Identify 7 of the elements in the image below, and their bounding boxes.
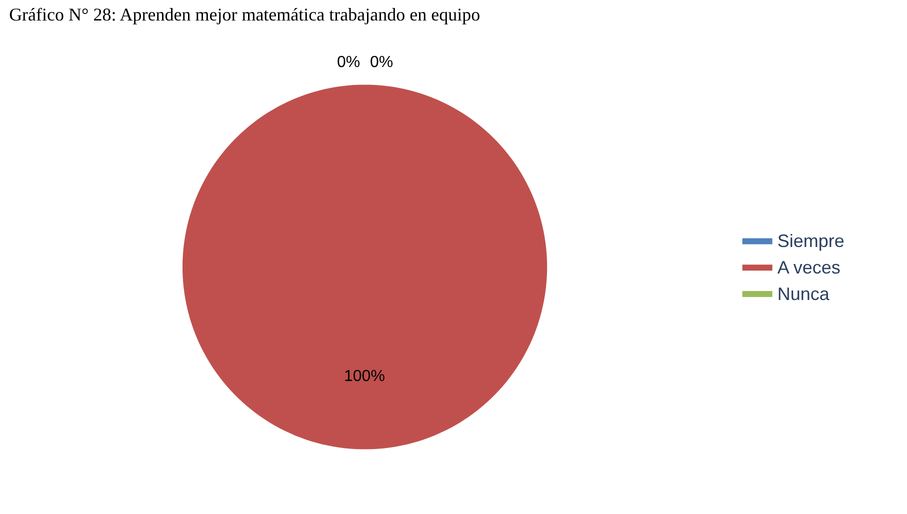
chart-title: Gráfico N° 28: Aprenden mejor matemática trabajando en equipo xyxy=(9,4,480,24)
legend-label: Siempre xyxy=(777,231,844,252)
data-label: 100% xyxy=(344,368,385,385)
legend-label: A veces xyxy=(777,258,840,278)
text: 0% xyxy=(370,54,394,71)
text: 0% xyxy=(337,54,360,71)
legend-label: Nunca xyxy=(777,284,830,304)
